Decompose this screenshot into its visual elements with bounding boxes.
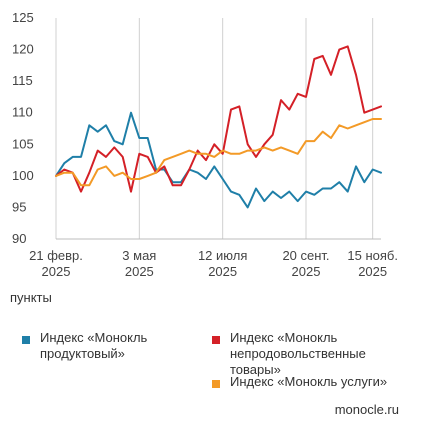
grid-lines bbox=[55, 18, 381, 240]
x-tick-label: 21 февр. bbox=[29, 248, 83, 263]
series-line-0 bbox=[55, 111, 382, 209]
y-tick-label: 100 bbox=[12, 168, 34, 183]
legend-label-food: Индекс «Монокль продуктовый» bbox=[40, 330, 148, 361]
source-label: monocle.ru bbox=[334, 402, 399, 417]
legend-swatch-food bbox=[22, 336, 30, 344]
x-tick-label: 3 мая bbox=[122, 248, 156, 263]
legend-label-services: Индекс «Монокль услуги» bbox=[230, 374, 388, 389]
series-line-2 bbox=[55, 118, 382, 187]
y-tick-label: 110 bbox=[12, 105, 33, 120]
x-tick-year: 2025 bbox=[208, 264, 237, 279]
y-tick-label: 115 bbox=[12, 73, 33, 88]
y-tick-label: 120 bbox=[12, 42, 34, 57]
y-tick-label: 105 bbox=[12, 136, 34, 151]
x-tick-year: 2025 bbox=[358, 264, 387, 279]
legend-swatch-services bbox=[212, 380, 220, 388]
x-tick-year: 2025 bbox=[292, 264, 321, 279]
x-tick-year: 2025 bbox=[125, 264, 154, 279]
legend-label-nonfood: Индекс «Монокль непродовольственные това… bbox=[230, 330, 366, 377]
legend-swatch-nonfood bbox=[212, 336, 220, 344]
series-line-1 bbox=[55, 45, 382, 193]
y-tick-label: 95 bbox=[12, 199, 26, 214]
y-tick-label: 125 bbox=[12, 10, 34, 25]
x-tick-label: 20 сент. bbox=[282, 248, 329, 263]
x-tick-year: 2025 bbox=[42, 264, 71, 279]
x-tick-label: 15 нояб. bbox=[347, 248, 398, 263]
unit-label: пункты bbox=[10, 290, 52, 305]
series-lines bbox=[55, 45, 382, 209]
y-axis: 90 95 100 105 110 115 120 125 bbox=[12, 10, 34, 246]
x-tick-label: 12 июля bbox=[198, 248, 247, 263]
y-tick-label: 90 bbox=[12, 231, 26, 246]
